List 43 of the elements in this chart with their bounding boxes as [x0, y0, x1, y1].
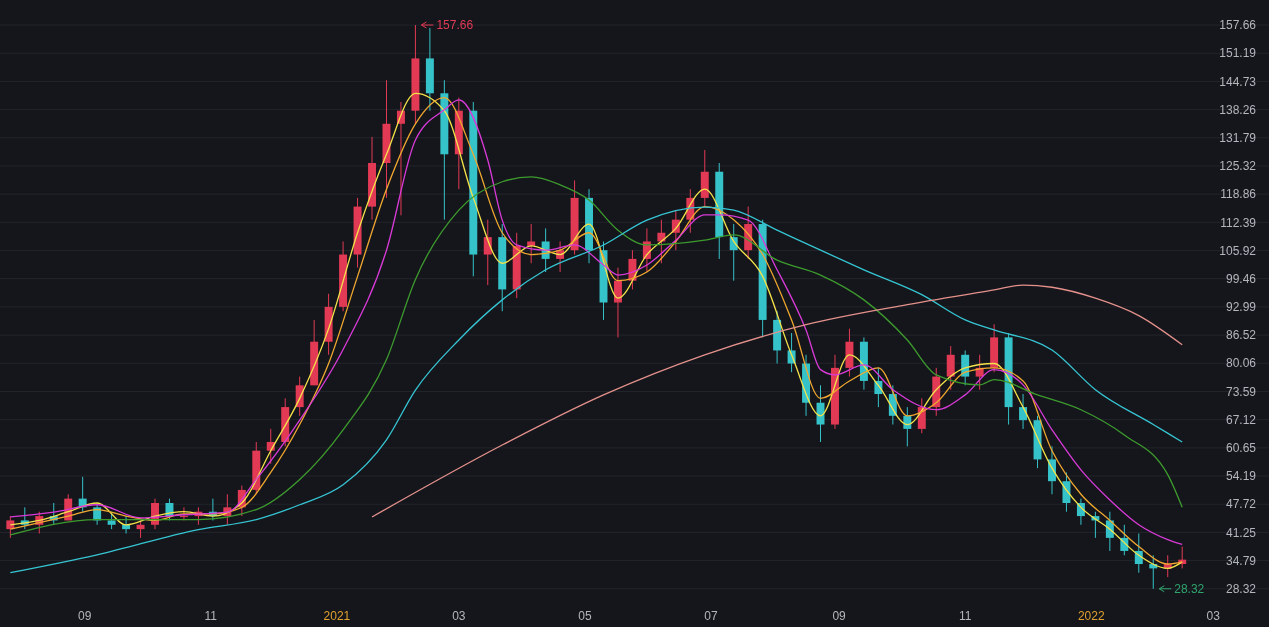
y-tick-label: 34.79 [1225, 553, 1257, 568]
candlestick [527, 223, 536, 264]
y-tick-label: 112.39 [1220, 215, 1257, 230]
x-tick-label: 03 [1206, 609, 1221, 623]
x-tick-label: 05 [578, 609, 592, 623]
x-tick-label: 03 [452, 609, 466, 623]
x-tick-label: 11 [204, 609, 218, 623]
y-tick-label: 157.66 [1219, 18, 1257, 33]
candlestick [179, 506, 188, 521]
x-tick-label: 2021 [323, 609, 351, 623]
y-tick-label: 131.79 [1219, 130, 1257, 145]
annotation: 28.32 [1174, 581, 1205, 596]
x-tick-label: 09 [78, 609, 92, 623]
y-tick-label: 47.72 [1225, 497, 1257, 512]
y-tick-label: 28.32 [1225, 581, 1257, 596]
y-tick-label: 67.12 [1225, 412, 1257, 427]
candlestick [1048, 445, 1056, 495]
y-tick-label: 99.46 [1225, 271, 1257, 286]
y-tick-label: 86.52 [1225, 328, 1257, 343]
line-series [9, 176, 1183, 536]
y-tick-label: 80.06 [1225, 356, 1257, 371]
candlestick [122, 515, 131, 535]
line-series [371, 284, 1183, 518]
x-tick-label: 11 [958, 609, 972, 623]
x-tick-label: 2022 [1077, 609, 1105, 623]
y-tick-label: 54.19 [1225, 469, 1257, 484]
y-tick-label: 151.19 [1219, 46, 1257, 61]
candlestick [483, 219, 492, 286]
x-tick-label: 07 [704, 609, 718, 623]
y-tick-label: 60.65 [1225, 441, 1257, 456]
y-tick-label: 144.73 [1219, 74, 1257, 89]
y-tick-label: 138.26 [1219, 102, 1257, 117]
y-tick-label: 92.99 [1225, 300, 1257, 315]
annotation: 157.66 [436, 18, 474, 33]
y-tick-label: 41.25 [1225, 525, 1257, 540]
y-tick-label: 73.59 [1225, 384, 1257, 399]
candlestick [1062, 471, 1071, 513]
y-tick-label: 125.32 [1219, 159, 1257, 174]
y-tick-label: 105.92 [1219, 243, 1257, 258]
candlestick [946, 345, 955, 391]
candlestick [613, 267, 622, 338]
y-tick-label: 118.86 [1220, 187, 1257, 202]
x-tick-label: 09 [832, 609, 847, 623]
